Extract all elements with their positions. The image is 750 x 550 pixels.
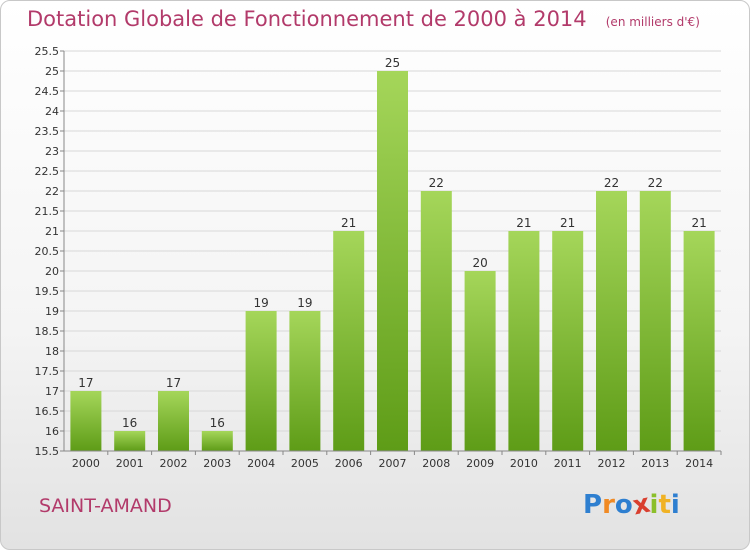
x-tick-label: 2001 [116, 457, 144, 470]
bar-value-label: 17 [166, 376, 181, 390]
bar [289, 311, 321, 451]
x-tick-label: 2007 [379, 457, 407, 470]
x-tick-label: 2012 [598, 457, 626, 470]
logo-letter: i [670, 490, 680, 520]
bar [70, 391, 102, 451]
bar [596, 191, 627, 451]
x-tick-label: 2006 [335, 457, 363, 470]
y-tick-label: 22 [45, 185, 59, 198]
bar-value-label: 16 [210, 416, 225, 430]
chart-unit: (en milliers d'€) [605, 15, 700, 29]
bar [552, 231, 584, 451]
x-tick-label: 2011 [554, 457, 582, 470]
bar [377, 71, 408, 451]
bar [158, 391, 189, 451]
y-tick-label: 17.5 [35, 365, 60, 378]
commune-name: SAINT-AMAND [39, 495, 172, 517]
y-tick-label: 24 [45, 105, 59, 118]
x-tick-label: 2002 [160, 457, 188, 470]
logo-letter: t [658, 490, 671, 520]
bar-value-label: 21 [560, 216, 575, 230]
logo-letter: o [614, 490, 633, 520]
data-labels: 17 16 17 16 19 19 21 25 22 20 21 21 22 22 21 [78, 56, 706, 430]
y-tick-label: 15.5 [35, 445, 60, 458]
logo-letter: i [649, 490, 659, 520]
x-tick-label: 2000 [72, 457, 100, 470]
y-tick-label: 21 [45, 225, 59, 238]
y-tick-label: 25.5 [35, 45, 60, 58]
bar [508, 231, 540, 451]
bar [420, 191, 452, 451]
bar-value-label: 22 [429, 176, 444, 190]
bar [245, 311, 277, 451]
x-tick-label: 2010 [510, 457, 538, 470]
bar [683, 231, 715, 451]
x-tick-label: 2013 [641, 457, 669, 470]
logo-letter: P [583, 490, 603, 520]
y-tick-label: 19 [45, 305, 59, 318]
y-tick-label: 24.5 [35, 85, 60, 98]
title-line: Dotation Globale de Fonctionnement de 20… [27, 7, 700, 31]
x-tick-label: 2008 [422, 457, 450, 470]
proxiti-logo[interactable]: Proxiti [583, 489, 680, 522]
logo-letter: r [602, 490, 615, 520]
y-tick-label: 18 [45, 345, 59, 358]
y-tick-label: 22.5 [35, 165, 60, 178]
x-tick-label: 2014 [685, 457, 713, 470]
bar [639, 191, 671, 451]
y-tick-label: 21.5 [35, 205, 60, 218]
x-axis: 2000 2001 2002 2003 2004 2005 2006 2007 2008 2009… [64, 450, 722, 470]
bar-value-label: 25 [385, 56, 400, 70]
bar-value-label: 19 [297, 296, 312, 310]
y-tick-label: 23 [45, 145, 59, 158]
bar-value-label: 16 [122, 416, 137, 430]
y-tick-label: 17 [45, 385, 59, 398]
bar [201, 431, 233, 451]
y-tick-label: 25 [45, 65, 59, 78]
bar-value-label: 21 [341, 216, 356, 230]
bar-value-label: 17 [78, 376, 93, 390]
x-tick-label: 2003 [203, 457, 231, 470]
y-tick-label: 16 [45, 425, 59, 438]
bar-value-label: 21 [516, 216, 531, 230]
bars [70, 71, 715, 451]
y-tick-label: 16.5 [35, 405, 60, 418]
chart-title: Dotation Globale de Fonctionnement de 20… [27, 7, 587, 31]
y-tick-label: 20 [45, 265, 59, 278]
y-tick-label: 23.5 [35, 125, 60, 138]
bar-value-label: 19 [253, 296, 268, 310]
bar [333, 231, 365, 451]
bar-value-label: 22 [648, 176, 663, 190]
bar-value-label: 21 [691, 216, 706, 230]
x-tick-label: 2009 [466, 457, 494, 470]
y-axis: 15.5 16 16.5 17 17.5 18 18.5 19 19.5 20 20.5 21 21.5… [35, 45, 65, 458]
bar [464, 271, 496, 451]
y-tick-label: 19.5 [35, 285, 60, 298]
x-tick-label: 2005 [291, 457, 319, 470]
bar-value-label: 22 [604, 176, 619, 190]
bar-value-label: 20 [472, 256, 487, 270]
y-tick-label: 18.5 [35, 325, 60, 338]
y-tick-label: 20.5 [35, 245, 60, 258]
bar [114, 431, 146, 451]
x-tick-label: 2004 [247, 457, 275, 470]
